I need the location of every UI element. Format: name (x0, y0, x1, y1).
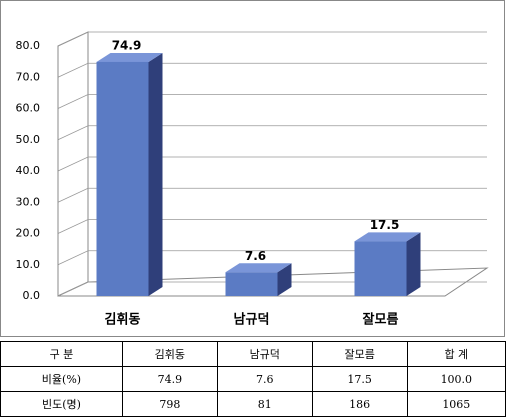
table-cell: 남규덕 (216, 341, 313, 367)
table-cell: 7.6 (216, 366, 313, 392)
y-tick-label: 60.0 (16, 102, 41, 115)
x-tick-label: 남규덕 (234, 312, 270, 328)
grid-line (57, 94, 487, 109)
y-tick-label: 50.0 (16, 133, 41, 146)
table-cell: 74.9 (121, 366, 218, 392)
table-cell: 구 분 (0, 341, 123, 367)
grid-line (57, 250, 487, 266)
y-tick-label: 70.0 (16, 70, 41, 83)
y-tick-label: 10.0 (16, 258, 41, 271)
bar (225, 272, 278, 296)
grid-line (57, 187, 487, 203)
y-tick-label: 40.0 (16, 164, 41, 177)
plot: 0.0 10.0 20.0 30.0 40.0 50.0 60.0 70.0 80.0 김휘동 74… (16, 31, 489, 328)
table-row: 비율(%) 74.9 7.6 17.5 100.0 (0, 366, 506, 392)
table-row: 빈도(명) 798 81 186 1065 (0, 391, 506, 417)
bar-top (96, 52, 163, 62)
chart: 0.0 10.0 20.0 30.0 40.0 50.0 60.0 70.0 80.0 김휘동 74… (0, 0, 505, 337)
grid-line (57, 281, 487, 297)
x-tick-label: 잘모름 (363, 313, 399, 328)
table-cell: 100.0 (406, 366, 506, 392)
grid-line (57, 62, 487, 78)
value-label: 7.6 (245, 249, 266, 263)
bar-top (354, 232, 421, 242)
table-cell: 81 (216, 391, 313, 417)
value-label: 74.9 (112, 38, 142, 52)
value-label: 17.5 (370, 218, 400, 232)
bar-top (225, 263, 292, 273)
table-cell: 1065 (406, 391, 506, 417)
bar-side (277, 263, 292, 296)
table-row: 구 분 김휘동 남규덕 잘모름 합 계 (0, 341, 506, 367)
y-tick-label: 0.0 (23, 289, 41, 302)
bar (96, 61, 149, 296)
y-tick-label: 20.0 (16, 227, 41, 240)
x-tick-label: 김휘동 (105, 312, 141, 328)
table-cell: 798 (121, 391, 218, 417)
table-cell: 186 (311, 391, 408, 417)
y-tick-label: 80.0 (16, 39, 41, 52)
table-cell: 17.5 (311, 366, 408, 392)
table-cell: 김휘동 (121, 341, 218, 367)
grid-line (57, 156, 487, 172)
table-cell: 잘모름 (311, 341, 408, 367)
table-cell: 합 계 (406, 341, 506, 367)
table-cell: 비율(%) (0, 366, 123, 392)
bar-side (148, 52, 163, 296)
grid-line (57, 125, 487, 141)
grid-line (57, 219, 487, 234)
grid-line (57, 31, 487, 47)
y-tick-label: 30.0 (16, 195, 41, 208)
bar (354, 241, 407, 296)
bar-side (406, 232, 421, 296)
data-table: 구 분 김휘동 남규덕 잘모름 합 계 비율(%) 74.9 7.6 17.5 100.0 빈도(명… (0, 341, 506, 417)
table-cell: 빈도(명) (0, 391, 123, 417)
